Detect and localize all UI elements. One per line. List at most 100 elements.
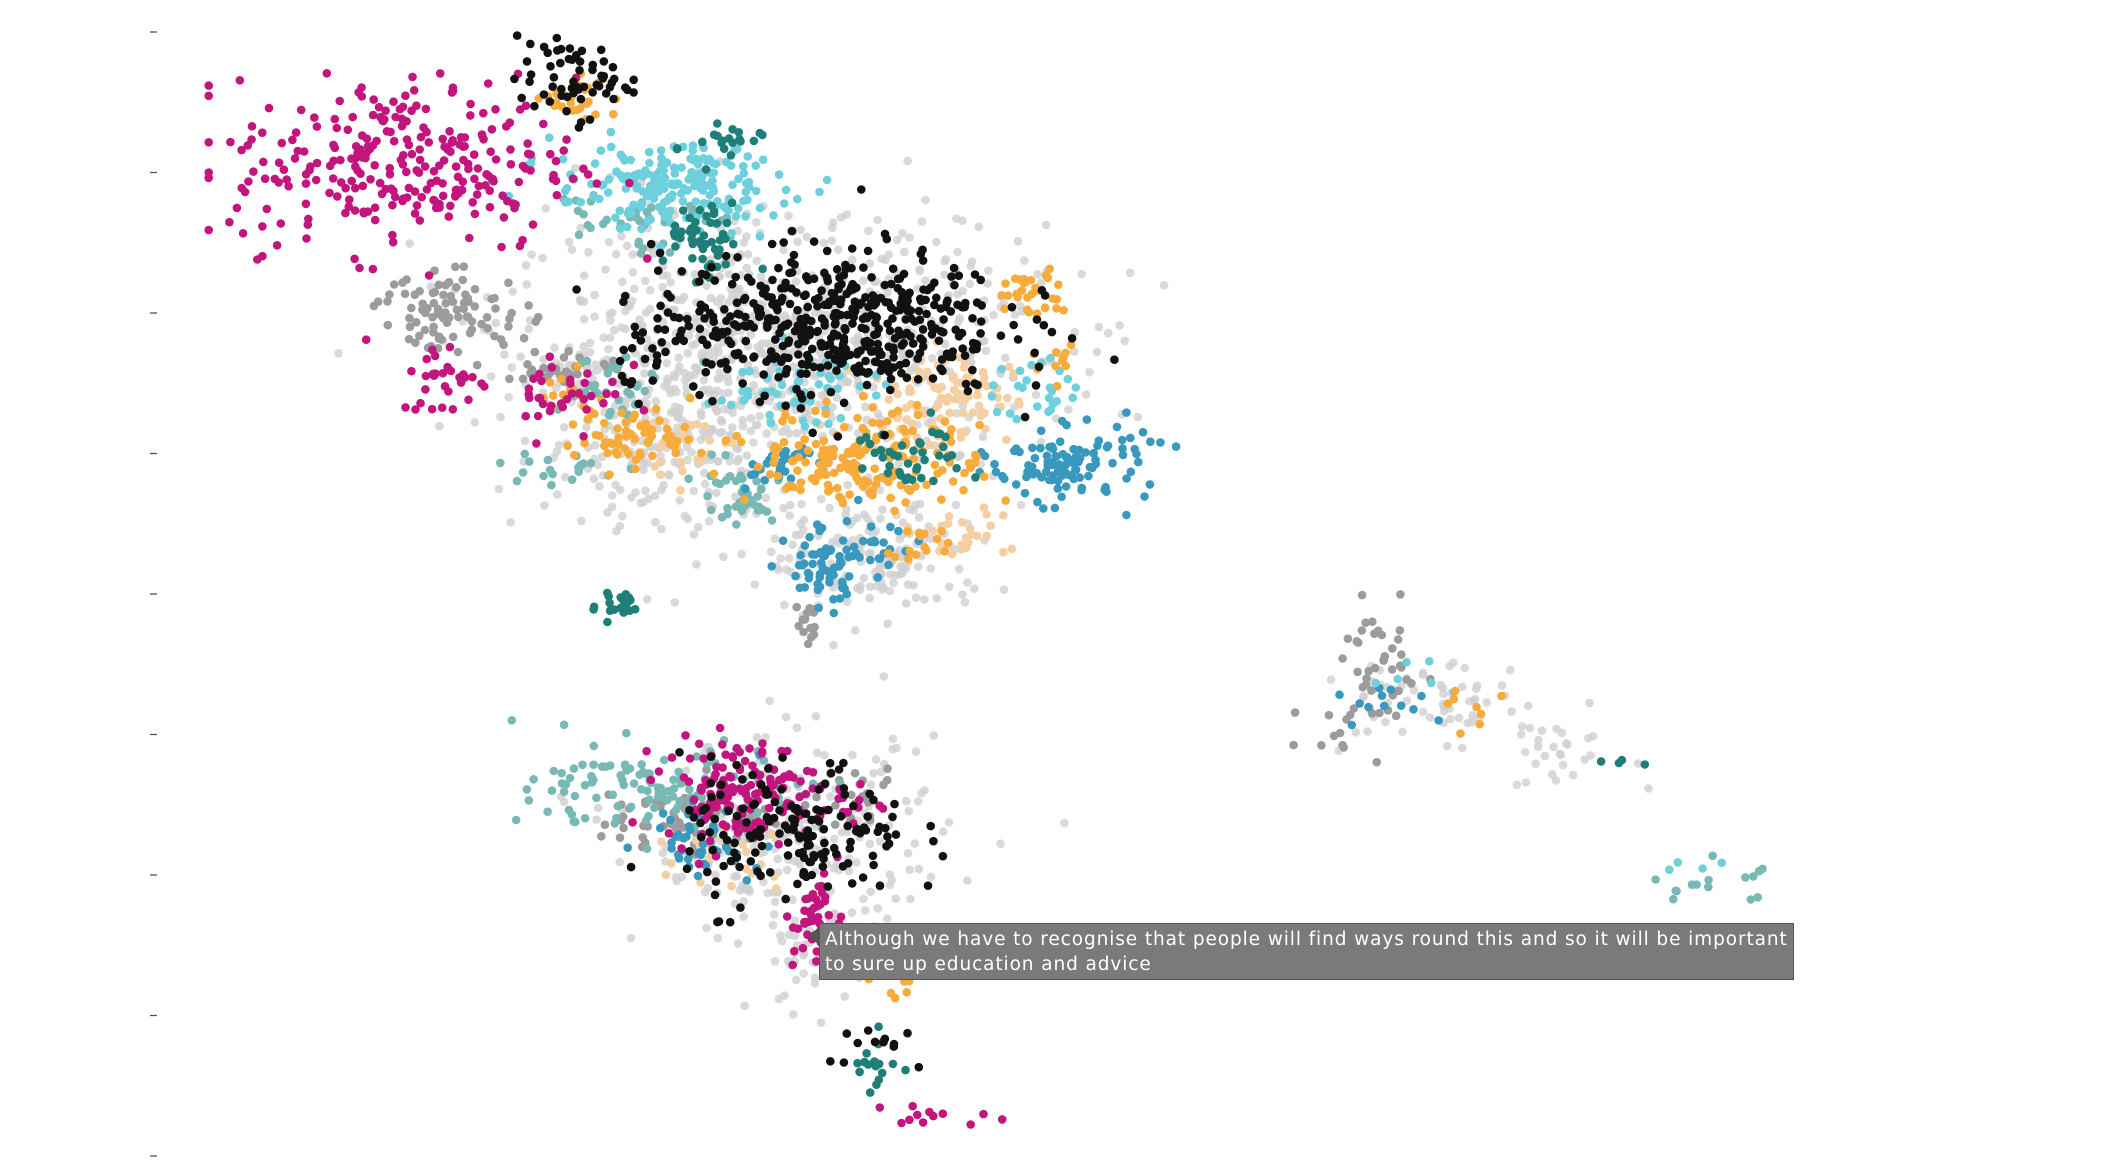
data-point[interactable] xyxy=(1032,315,1042,324)
data-point[interactable] xyxy=(805,532,814,542)
data-point[interactable] xyxy=(858,873,868,882)
data-point[interactable] xyxy=(865,259,875,268)
data-point[interactable] xyxy=(563,441,572,451)
data-point[interactable] xyxy=(833,432,843,441)
data-point[interactable] xyxy=(958,408,968,418)
data-point[interactable] xyxy=(576,197,586,207)
data-point[interactable] xyxy=(886,522,895,532)
data-point[interactable] xyxy=(226,137,235,147)
data-point[interactable] xyxy=(947,549,957,559)
data-point[interactable] xyxy=(828,218,838,227)
data-point[interactable] xyxy=(757,841,767,851)
data-point[interactable] xyxy=(738,416,747,425)
data-point[interactable] xyxy=(755,312,764,322)
data-point[interactable] xyxy=(812,957,821,966)
data-point[interactable] xyxy=(535,369,544,379)
data-point[interactable] xyxy=(382,127,392,136)
data-point[interactable] xyxy=(1041,467,1051,477)
data-point[interactable] xyxy=(883,764,892,773)
data-point[interactable] xyxy=(731,502,741,511)
data-point[interactable] xyxy=(1391,711,1401,721)
data-point[interactable] xyxy=(291,128,301,137)
data-point[interactable] xyxy=(869,795,878,805)
data-point[interactable] xyxy=(623,843,632,852)
data-point[interactable] xyxy=(755,411,764,421)
data-point[interactable] xyxy=(1346,710,1355,720)
data-point[interactable] xyxy=(562,135,571,144)
data-point[interactable] xyxy=(1133,412,1142,422)
data-point[interactable] xyxy=(717,427,727,437)
data-point[interactable] xyxy=(996,331,1006,341)
data-point[interactable] xyxy=(795,860,805,869)
data-point[interactable] xyxy=(1580,755,1589,764)
data-point[interactable] xyxy=(530,101,539,111)
data-point[interactable] xyxy=(1061,482,1071,491)
data-point[interactable] xyxy=(420,325,430,335)
data-point[interactable] xyxy=(873,339,883,349)
data-point[interactable] xyxy=(716,359,726,368)
data-point[interactable] xyxy=(792,384,801,394)
data-point[interactable] xyxy=(1093,441,1102,451)
data-point[interactable] xyxy=(601,265,610,274)
data-point[interactable] xyxy=(1117,435,1127,445)
data-point[interactable] xyxy=(678,197,688,206)
data-point[interactable] xyxy=(791,277,801,286)
data-point[interactable] xyxy=(388,200,397,210)
data-point[interactable] xyxy=(861,432,871,442)
data-point[interactable] xyxy=(823,480,833,490)
data-point[interactable] xyxy=(1386,685,1396,694)
data-point[interactable] xyxy=(543,455,553,465)
data-point[interactable] xyxy=(883,832,892,841)
data-point[interactable] xyxy=(890,506,899,516)
data-point[interactable] xyxy=(922,367,932,377)
data-point[interactable] xyxy=(1540,751,1550,761)
data-point[interactable] xyxy=(865,839,875,849)
data-point[interactable] xyxy=(658,809,668,818)
data-point[interactable] xyxy=(987,392,997,401)
data-point[interactable] xyxy=(764,842,773,851)
data-point[interactable] xyxy=(827,333,836,343)
data-point[interactable] xyxy=(902,415,911,424)
data-point[interactable] xyxy=(549,766,558,776)
data-point[interactable] xyxy=(1497,691,1506,701)
data-point[interactable] xyxy=(813,520,822,529)
data-point[interactable] xyxy=(709,469,719,479)
data-point[interactable] xyxy=(626,933,636,943)
data-point[interactable] xyxy=(774,263,783,273)
data-point[interactable] xyxy=(1061,361,1070,371)
data-point[interactable] xyxy=(526,39,535,49)
data-point[interactable] xyxy=(792,975,801,985)
data-point[interactable] xyxy=(690,217,700,227)
data-point[interactable] xyxy=(569,817,579,826)
data-point[interactable] xyxy=(1077,269,1086,279)
data-point[interactable] xyxy=(848,750,857,760)
data-point[interactable] xyxy=(718,330,727,339)
data-point[interactable] xyxy=(905,233,914,242)
data-point[interactable] xyxy=(685,785,694,794)
data-point[interactable] xyxy=(904,806,914,816)
data-point[interactable] xyxy=(545,352,555,362)
data-point[interactable] xyxy=(523,139,532,148)
data-point[interactable] xyxy=(348,112,358,122)
data-point[interactable] xyxy=(1084,471,1093,481)
data-point[interactable] xyxy=(783,746,792,756)
data-point[interactable] xyxy=(749,323,759,332)
data-point[interactable] xyxy=(712,488,721,498)
data-point[interactable] xyxy=(579,271,589,280)
data-point[interactable] xyxy=(895,534,904,544)
data-point[interactable] xyxy=(565,773,575,783)
data-point[interactable] xyxy=(859,263,868,272)
data-point[interactable] xyxy=(842,597,852,606)
data-point[interactable] xyxy=(1698,864,1707,873)
data-point[interactable] xyxy=(963,578,972,587)
data-point[interactable] xyxy=(643,254,652,263)
data-point[interactable] xyxy=(721,234,730,244)
data-point[interactable] xyxy=(405,322,415,332)
data-point[interactable] xyxy=(1352,637,1362,646)
data-point[interactable] xyxy=(1071,465,1081,475)
data-point[interactable] xyxy=(481,181,490,190)
data-point[interactable] xyxy=(1051,348,1061,357)
data-point[interactable] xyxy=(741,847,751,856)
data-point[interactable] xyxy=(1033,270,1042,279)
data-point[interactable] xyxy=(1704,882,1713,892)
